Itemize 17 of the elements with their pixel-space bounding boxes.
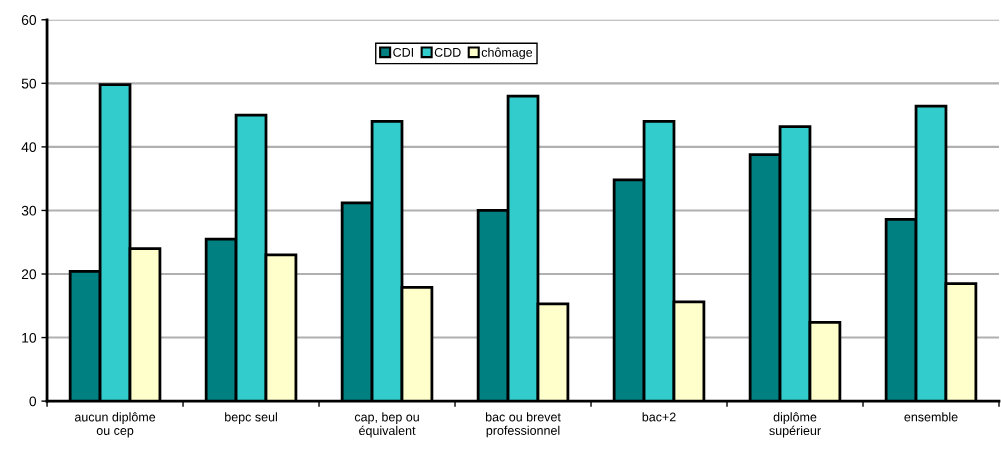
- x-tick-label: diplôme supérieur: [769, 412, 821, 438]
- legend-label: chômage: [481, 47, 533, 60]
- x-tick-label: bac+2: [642, 412, 676, 422]
- y-tick-label: 10: [22, 332, 37, 343]
- y-tick-label: 50: [21, 78, 37, 89]
- y-tick-label: 0: [29, 396, 37, 407]
- y-tick-label: 20: [21, 269, 37, 280]
- x-tick-label: aucun diplôme ou cep: [74, 412, 156, 438]
- y-tick-label: 60: [21, 15, 37, 25]
- x-tick-label: ensemble: [904, 412, 958, 422]
- y-tick-label: 40: [21, 142, 37, 153]
- legend-label: CDI: [393, 47, 413, 57]
- y-tick-label: 30: [21, 205, 37, 216]
- x-tick-label: bac ou brevet professionnel: [485, 412, 561, 438]
- x-tick-label: bepc seul: [225, 412, 277, 424]
- legend-label: CDD: [434, 47, 461, 57]
- x-tick-label: cap, bep ou équivalent: [354, 412, 419, 438]
